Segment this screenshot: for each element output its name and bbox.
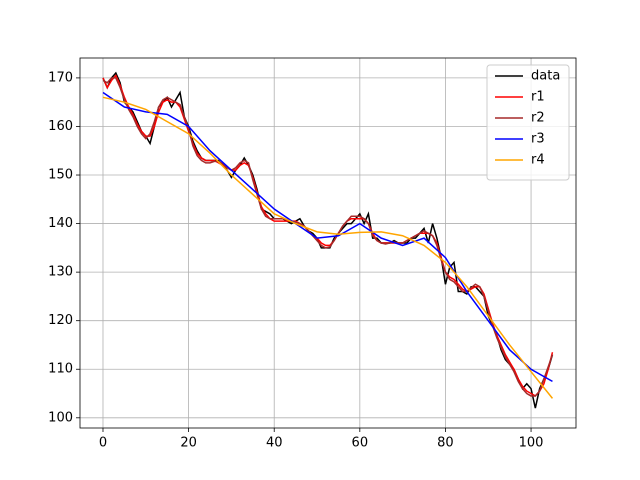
- y-tick-label: 150: [48, 168, 73, 183]
- legend-label: r1: [531, 90, 545, 105]
- y-tick-label: 160: [48, 119, 73, 134]
- x-tick-label: 20: [180, 436, 197, 451]
- legend-label: data: [531, 69, 560, 84]
- series-line: [102, 91, 553, 383]
- y-tick-label: 110: [48, 362, 73, 377]
- series-line: [102, 96, 554, 399]
- x-tick-label: 0: [99, 436, 107, 451]
- x-tick-label: 40: [266, 436, 283, 451]
- legend-label: r3: [531, 132, 545, 147]
- x-tick-label: 100: [519, 436, 544, 451]
- y-tick-label: 170: [48, 70, 73, 85]
- legend: data r1 r2 r3 r4: [486, 64, 570, 181]
- legend-label: r2: [531, 111, 545, 126]
- x-tick-label: 80: [437, 436, 454, 451]
- y-tick-label: 140: [48, 216, 73, 231]
- legend-box: [486, 64, 570, 181]
- axes-frame: [79, 57, 577, 429]
- series-line: [102, 74, 554, 397]
- y-tick-label: 100: [48, 410, 73, 425]
- x-tick-label: 60: [352, 436, 369, 451]
- legend-label: r4: [531, 153, 545, 168]
- series-line: [102, 77, 554, 397]
- y-tick-label: 120: [48, 313, 73, 328]
- y-tick-label: 130: [48, 265, 73, 280]
